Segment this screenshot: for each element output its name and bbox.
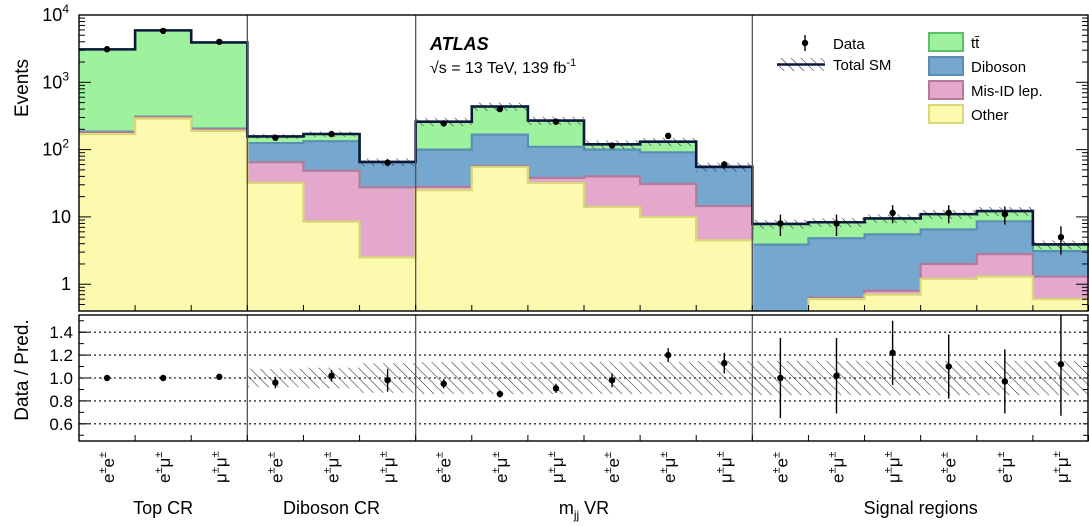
ratio-point (496, 390, 504, 398)
data-point (440, 120, 447, 127)
legend-swatch-misid (928, 80, 964, 100)
legend-total-label: Total SM (833, 57, 891, 74)
data-point (384, 159, 391, 166)
bin-labels: e±e± e±μ± μ±μ± e±e± e±μ± μ±μ± e±e± e±μ± μ±μ± e±e±… (97, 451, 1072, 483)
bin-label: μ±μ± (883, 451, 904, 483)
data-point (721, 161, 728, 168)
ratio-point (384, 377, 391, 384)
lumi-exponent: -1 (566, 57, 576, 69)
y-tick-label: 102 (42, 137, 69, 160)
ratio-point (889, 349, 896, 356)
experiment-label: ATLAS (429, 34, 489, 54)
ratio-point (721, 359, 728, 367)
legend-swatch-diboson (928, 56, 964, 76)
data-point (272, 134, 279, 141)
legend-label-diboson: Diboson (971, 59, 1026, 76)
ratio-point (777, 374, 784, 382)
data-point (664, 132, 672, 140)
bin-label: e±μ± (153, 452, 174, 483)
ratio-point (552, 385, 560, 392)
data-points (103, 27, 1065, 255)
legend-data-label: Data (833, 36, 865, 53)
data-point (103, 46, 111, 53)
bin-label: e±μ± (322, 452, 343, 483)
stack-other (79, 118, 1089, 311)
atlas-label: ATLAS √s = 13 TeV, 139 fb-1 (429, 34, 576, 77)
data-point (159, 27, 167, 35)
y-tick-label: 104 (42, 2, 69, 25)
bin-label: e±μ± (827, 452, 848, 483)
bin-label: μ±μ± (714, 451, 735, 483)
legend-data-marker (801, 39, 809, 47)
ratio-point (272, 379, 279, 386)
bin-label: e±e± (265, 452, 286, 483)
y-tick-label: 103 (42, 69, 69, 92)
ratio-point (440, 380, 447, 387)
bin-label: μ±μ± (209, 451, 230, 483)
ratio-band-bin (640, 361, 697, 395)
region-labels: Top CR Diboson CR mjj VR Signal regions (133, 498, 978, 522)
data-point (328, 130, 335, 138)
ratio-point (103, 374, 111, 382)
ratio-point (216, 373, 223, 381)
bin-label: e±e± (939, 452, 960, 483)
data-point (552, 118, 560, 125)
bin-label: e±e± (602, 452, 623, 483)
bin-label: μ±μ± (1051, 451, 1072, 483)
region-label: Diboson CR (283, 498, 380, 518)
ratio-tick-label: 0.8 (49, 392, 73, 411)
data-point (216, 38, 223, 45)
bin-label: μ±μ± (378, 451, 399, 483)
bin-label: e±μ± (658, 452, 679, 483)
ratio-tick-label: 0.6 (49, 415, 73, 434)
bin-label: e±e± (770, 452, 791, 483)
y-axis-label-ratio: Data / Pred. (12, 319, 33, 420)
data-point (1001, 210, 1009, 218)
bin-label: μ±μ± (546, 451, 567, 483)
y-tick-label: 10 (51, 207, 71, 227)
data-point (1057, 233, 1065, 241)
legend: Data Total SM tt̄ Diboson Mis-ID lep. Other (777, 32, 1043, 124)
ratio-point (328, 372, 335, 379)
legend-label-ttbar: tt̄ (971, 35, 980, 52)
ratio-gridlines (79, 331, 1089, 425)
bin-label: e±e± (97, 452, 118, 483)
ratio-tick-label: 1.4 (49, 323, 73, 342)
bin-label: e±e± (434, 452, 455, 483)
ratio-point (945, 363, 952, 370)
data-point (496, 105, 504, 113)
ratio-point (159, 374, 167, 382)
energy-text: s = 13 TeV, 139 fb (439, 60, 567, 77)
energy-label: √s = 13 TeV, 139 fb-1 (430, 57, 576, 77)
ratio-tick-label: 1.2 (49, 346, 73, 365)
ratio-axes: 0.6 0.8 1.0 1.2 1.4 (49, 314, 1089, 442)
bin-label: e±μ± (490, 452, 511, 483)
legend-swatch-other (928, 104, 964, 124)
data-point (889, 209, 896, 217)
data-point (608, 142, 616, 149)
y-axis-label-top: Events (12, 59, 33, 117)
legend-swatch-ttbar (928, 32, 964, 52)
ratio-point (1057, 361, 1065, 368)
y-tick-label: 1 (61, 274, 71, 294)
ratio-point (608, 377, 616, 384)
ratio-point (664, 351, 672, 359)
ratio-point (1001, 378, 1009, 385)
region-label: Top CR (133, 498, 193, 518)
sqrt-symbol: √ (430, 60, 439, 77)
data-point (833, 220, 840, 227)
ratio-point (833, 372, 840, 379)
region-label: Signal regions (864, 498, 978, 518)
legend-label-other: Other (971, 107, 1009, 124)
bin-label: e±μ± (995, 452, 1016, 483)
data-point (945, 209, 952, 217)
region-label: mjj VR (559, 498, 609, 522)
ratio-tick-label: 1.0 (49, 369, 73, 388)
legend-label-misid: Mis-ID lep. (971, 83, 1043, 100)
data-point (777, 220, 784, 227)
ratio-points (103, 315, 1065, 419)
